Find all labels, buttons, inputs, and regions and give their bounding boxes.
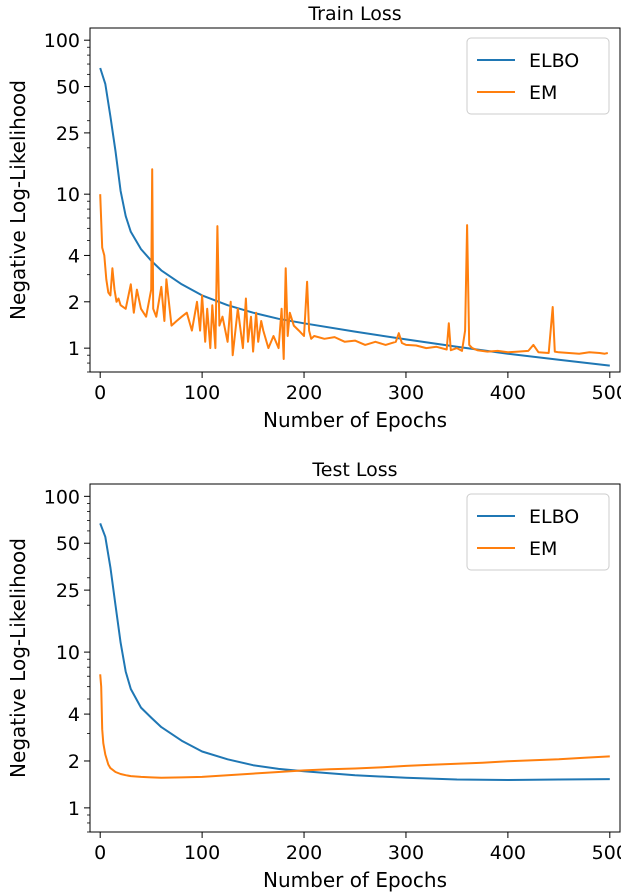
legend-label: ELBO bbox=[529, 506, 579, 528]
y-tick-label: 4 bbox=[68, 245, 80, 267]
y-tick-label: 25 bbox=[56, 123, 80, 145]
y-tick-label: 10 bbox=[56, 184, 80, 206]
x-tick-label: 400 bbox=[490, 842, 526, 864]
x-tick-label: 0 bbox=[94, 842, 106, 864]
x-tick-label: 0 bbox=[94, 382, 106, 404]
legend-box bbox=[466, 37, 610, 115]
y-tick-label: 10 bbox=[56, 642, 80, 664]
y-axis-label: Negative Log-Likelihood bbox=[6, 538, 30, 778]
y-tick-label: 100 bbox=[44, 486, 80, 508]
y-tick-label: 25 bbox=[56, 580, 80, 602]
y-tick-label: 2 bbox=[68, 292, 80, 314]
y-tick-label: 100 bbox=[44, 30, 80, 52]
legend-label: ELBO bbox=[529, 50, 579, 72]
chart-2: Test Loss 1 2 4 10 25 50 100 0 100 200 300 400 500 Num… bbox=[6, 459, 621, 892]
y-tick-label: 2 bbox=[68, 751, 80, 773]
plot-frame bbox=[89, 483, 621, 833]
chart-1: Train Loss 1 2 4 10 25 50 100 0 100 200 300 400 500 Nu… bbox=[6, 3, 621, 432]
legend-box bbox=[466, 493, 610, 571]
y-axis-label: Negative Log-Likelihood bbox=[6, 80, 30, 320]
y-tick-label: 1 bbox=[68, 798, 80, 820]
x-tick-label: 300 bbox=[388, 842, 424, 864]
x-tick-label: 200 bbox=[286, 842, 322, 864]
series-line-elbo bbox=[99, 523, 610, 781]
x-tick-label: 200 bbox=[286, 382, 322, 404]
legend: ELBO EM bbox=[466, 37, 610, 115]
series-line-em bbox=[99, 168, 609, 360]
y-tick-label: 4 bbox=[68, 704, 80, 726]
plot-frame bbox=[89, 27, 621, 373]
chart-title: Train Loss bbox=[307, 3, 401, 25]
y-tick-label: 50 bbox=[56, 77, 80, 99]
y-tick-label: 50 bbox=[56, 533, 80, 555]
x-axis-label: Number of Epochs bbox=[263, 408, 447, 432]
chart-title: Test Loss bbox=[311, 459, 397, 481]
x-tick-label: 400 bbox=[490, 382, 526, 404]
y-tick-label: 1 bbox=[68, 338, 80, 360]
x-tick-label: 300 bbox=[388, 382, 424, 404]
x-tick-label: 100 bbox=[184, 842, 220, 864]
legend: ELBO EM bbox=[466, 493, 610, 571]
x-tick-label: 500 bbox=[592, 842, 621, 864]
x-tick-label: 100 bbox=[184, 382, 220, 404]
legend-label: EM bbox=[529, 538, 557, 560]
x-tick-label: 500 bbox=[592, 382, 621, 404]
series-line-elbo bbox=[99, 67, 610, 367]
legend-label: EM bbox=[529, 82, 557, 104]
series-line-em bbox=[99, 674, 610, 779]
x-axis-label: Number of Epochs bbox=[263, 868, 447, 892]
